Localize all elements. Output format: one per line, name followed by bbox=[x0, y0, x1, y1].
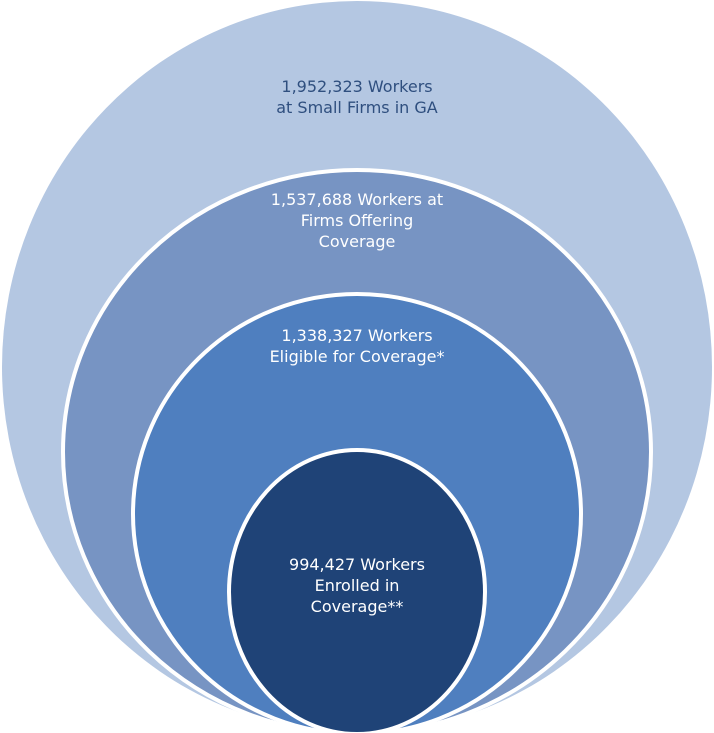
circle-enrolled-in-coverage bbox=[227, 448, 487, 733]
